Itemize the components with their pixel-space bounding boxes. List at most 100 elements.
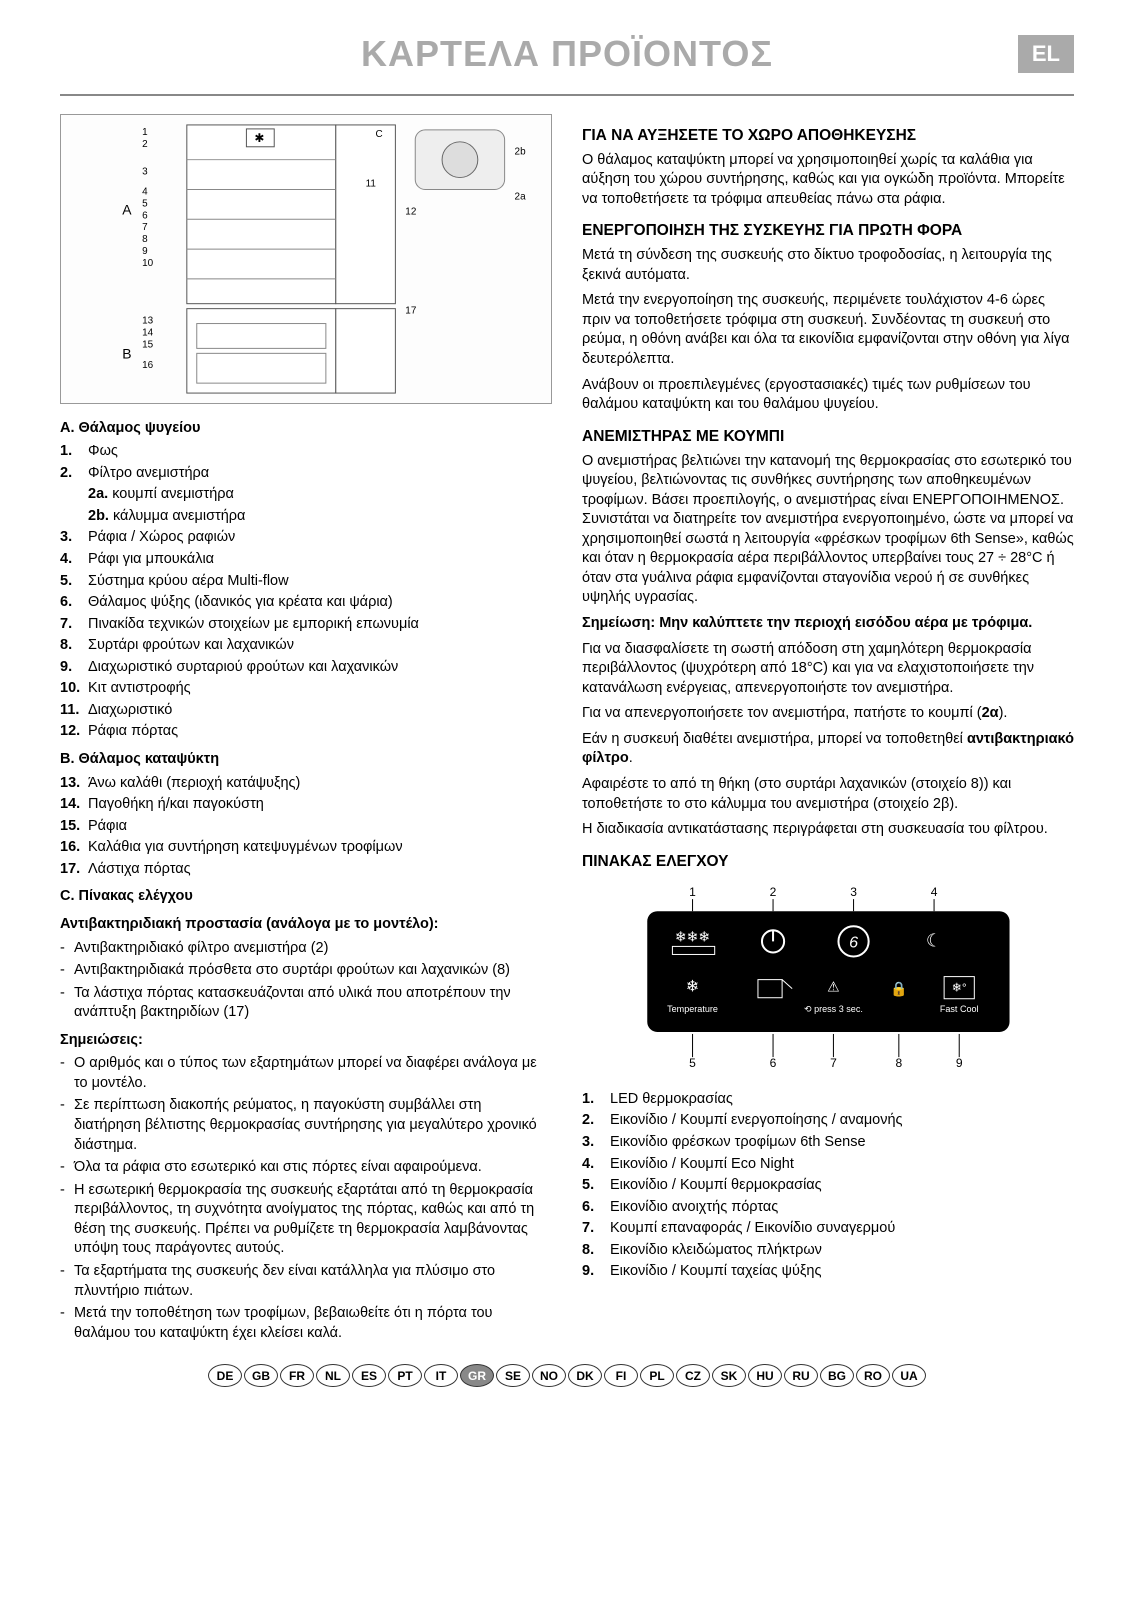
svg-text:3: 3 (850, 885, 857, 899)
legend-item: Διαχωριστικό (60, 701, 552, 721)
language-option-ro[interactable]: RO (856, 1364, 890, 1387)
svg-text:2a: 2a (515, 191, 527, 202)
list-item: Τα εξαρτήματα της συσκευής δεν είναι κατ… (60, 1262, 552, 1301)
legend-subitem: 2b. κάλυμμα ανεμιστήρα (60, 507, 552, 527)
svg-text:9: 9 (142, 246, 148, 257)
language-option-ua[interactable]: UA (892, 1364, 926, 1387)
svg-text:⟲ press 3 sec.: ⟲ press 3 sec. (804, 1003, 863, 1013)
language-option-gb[interactable]: GB (244, 1364, 278, 1387)
first-use-p1: Μετά τη σύνδεση της συσκευής στο δίκτυο … (582, 246, 1074, 285)
legend-item: Ράφια πόρτας (60, 722, 552, 742)
svg-text:☾: ☾ (926, 930, 942, 950)
svg-text:2: 2 (142, 138, 148, 149)
svg-text:🔒: 🔒 (890, 980, 908, 997)
fan-heading: ΑΝΕΜΙΣΤΗΡΑΣ ΜΕ ΚΟΥΜΠΙ (582, 427, 1074, 448)
legend-item: Άνω καλάθι (περιοχή κατάψυξης) (60, 774, 552, 794)
left-column: A B 1 2 3 4 5 6 7 8 9 10 13 14 15 16 2b … (60, 114, 552, 1347)
svg-text:4: 4 (930, 885, 937, 899)
legend-item: Φως (60, 442, 552, 462)
fan-p2: Για να διασφαλίσετε τη σωστή απόδοση στη… (582, 640, 1074, 699)
fridge-diagram: A B 1 2 3 4 5 6 7 8 9 10 13 14 15 16 2b … (60, 114, 552, 404)
language-option-dk[interactable]: DK (568, 1364, 602, 1387)
control-legend-item: Εικονίδιο / Κουμπί ταχείας ψύξης (582, 1262, 1074, 1282)
language-option-it[interactable]: IT (424, 1364, 458, 1387)
language-option-fi[interactable]: FI (604, 1364, 638, 1387)
language-option-nl[interactable]: NL (316, 1364, 350, 1387)
fan-p3: Για να απενεργοποιήσετε τον ανεμιστήρα, … (582, 704, 1074, 724)
list-item: Ο αριθμός και ο τύπος των εξαρτημάτων μπ… (60, 1054, 552, 1093)
svg-text:13: 13 (142, 315, 154, 326)
notes-heading: Σημειώσεις: (60, 1031, 552, 1051)
fan-p4: Εάν η συσκευή διαθέτει ανεμιστήρα, μπορε… (582, 730, 1074, 769)
language-option-no[interactable]: NO (532, 1364, 566, 1387)
list-item: Τα λάστιχα πόρτας κατασκευάζονται από υλ… (60, 984, 552, 1023)
language-option-fr[interactable]: FR (280, 1364, 314, 1387)
svg-text:1: 1 (142, 126, 148, 137)
language-option-es[interactable]: ES (352, 1364, 386, 1387)
control-legend-item: Εικονίδιο κλειδώματος πλήκτρων (582, 1241, 1074, 1261)
svg-text:Temperature: Temperature (667, 1003, 718, 1013)
svg-text:6: 6 (849, 933, 858, 951)
svg-text:2b: 2b (515, 146, 527, 157)
svg-text:5: 5 (142, 198, 148, 209)
svg-text:8: 8 (142, 234, 148, 245)
section-b-heading: B. Θάλαμος καταψύκτη (60, 750, 552, 770)
language-selector: DEGBFRNLESPTITGRSENODKFIPLCZSKHURUBGROUA (60, 1364, 1074, 1387)
svg-text:Fast Cool: Fast Cool (939, 1003, 978, 1013)
fan-p5: Αφαιρέστε το από τη θήκη (στο συρτάρι λα… (582, 775, 1074, 814)
control-panel-diagram: ❄❄❄ 6 ☾ ❄ Temperature ⚠ ⟲ press 3 sec. 🔒… (607, 881, 1050, 1082)
content-columns: A B 1 2 3 4 5 6 7 8 9 10 13 14 15 16 2b … (60, 114, 1074, 1347)
legend-item: Συρτάρι φρούτων και λαχανικών (60, 636, 552, 656)
svg-text:⚠: ⚠ (827, 978, 840, 994)
legend-item: Ράφια / Χώρος ραφιών (60, 528, 552, 548)
right-column: ΓΙΑ ΝΑ ΑΥΞΗΣΕΤΕ ΤΟ ΧΩΡΟ ΑΠΟΘΗΚΕΥΣΗΣ Ο θά… (582, 114, 1074, 1347)
divider (60, 94, 1074, 96)
control-legend-item: Εικονίδιο ανοιχτής πόρτας (582, 1198, 1074, 1218)
svg-text:A: A (122, 201, 132, 217)
language-option-pt[interactable]: PT (388, 1364, 422, 1387)
fan-note: Σημείωση: Μην καλύπτετε την περιοχή εισό… (582, 614, 1074, 634)
legend-item: Παγοθήκη ή/και παγοκύστη (60, 795, 552, 815)
language-option-bg[interactable]: BG (820, 1364, 854, 1387)
language-option-cz[interactable]: CZ (676, 1364, 710, 1387)
notes-list: Ο αριθμός και ο τύπος των εξαρτημάτων μπ… (60, 1054, 552, 1343)
antibacterial-list: Αντιβακτηριδιακό φίλτρο ανεμιστήρα (2)Αν… (60, 939, 552, 1023)
svg-text:C: C (376, 128, 383, 139)
svg-text:❄°: ❄° (951, 980, 966, 994)
svg-text:❄❄❄: ❄❄❄ (674, 928, 709, 944)
section-a-heading: A. Θάλαμος ψυγείου (60, 419, 552, 439)
svg-text:14: 14 (142, 327, 154, 338)
legend-item: Διαχωριστικό συρταριού φρούτων και λαχαν… (60, 658, 552, 678)
legend-item: Λάστιχα πόρτας (60, 860, 552, 880)
page-header: ΚΑΡΤΕΛΑ ΠΡΟΪΟΝΤΟΣ EL (60, 30, 1074, 79)
language-option-se[interactable]: SE (496, 1364, 530, 1387)
control-legend-item: Κουμπί επαναφοράς / Εικονίδιο συναγερμού (582, 1219, 1074, 1239)
list-item: Μετά την τοποθέτηση των τροφίμων, βεβαιω… (60, 1304, 552, 1343)
control-legend-item: Εικονίδιο / Κουμπί Eco Night (582, 1155, 1074, 1175)
language-option-pl[interactable]: PL (640, 1364, 674, 1387)
language-option-de[interactable]: DE (208, 1364, 242, 1387)
svg-text:7: 7 (142, 222, 148, 233)
legend-item: Σύστημα κρύου αέρα Multi-flow (60, 572, 552, 592)
language-option-sk[interactable]: SK (712, 1364, 746, 1387)
list-item: Σε περίπτωση διακοπής ρεύματος, η παγοκύ… (60, 1096, 552, 1155)
legend-b: Άνω καλάθι (περιοχή κατάψυξης)Παγοθήκη ή… (60, 774, 552, 880)
storage-text: Ο θάλαμος καταψύκτη μπορεί να χρησιμοποι… (582, 151, 1074, 210)
svg-text:7: 7 (830, 1056, 837, 1070)
fan-p6: Η διαδικασία αντικατάστασης περιγράφεται… (582, 820, 1074, 840)
legend-item: Πινακίδα τεχνικών στοιχείων με εμπορική … (60, 615, 552, 635)
svg-text:2: 2 (769, 885, 776, 899)
control-panel-heading: ΠΙΝΑΚΑΣ ΕΛΕΓΧΟΥ (582, 852, 1074, 873)
svg-text:6: 6 (142, 210, 148, 221)
svg-text:✱: ✱ (254, 130, 264, 144)
legend-a: ΦωςΦίλτρο ανεμιστήρα2a. κουμπί ανεμιστήρ… (60, 442, 552, 742)
language-option-hu[interactable]: HU (748, 1364, 782, 1387)
first-use-heading: ΕΝΕΡΓΟΠΟΙΗΣΗ ΤΗΣ ΣΥΣΚΕΥΗΣ ΓΙΑ ΠΡΩΤΗ ΦΟΡΑ (582, 221, 1074, 242)
language-option-gr[interactable]: GR (460, 1364, 494, 1387)
language-badge: EL (1018, 35, 1074, 73)
language-option-ru[interactable]: RU (784, 1364, 818, 1387)
svg-text:12: 12 (405, 206, 417, 217)
svg-text:❄: ❄ (685, 977, 699, 995)
control-legend-item: Εικονίδιο / Κουμπί θερμοκρασίας (582, 1176, 1074, 1196)
list-item: Αντιβακτηριδιακά πρόσθετα στο συρτάρι φρ… (60, 961, 552, 981)
